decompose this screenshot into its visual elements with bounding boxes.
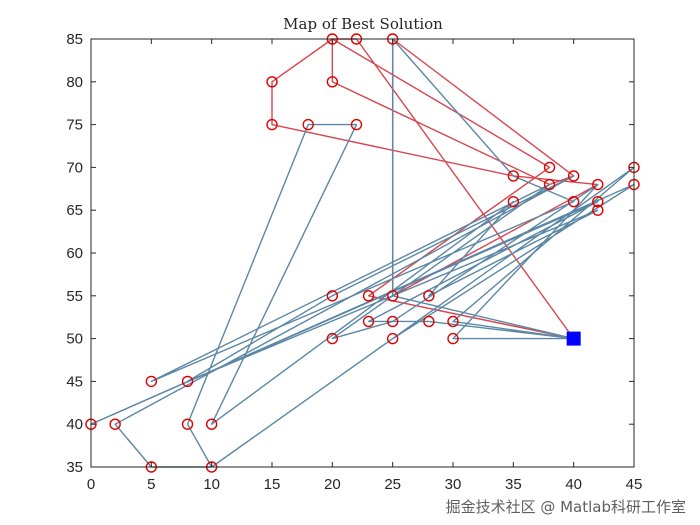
- x-axis: 0 5 10 15 20 25 30 35 40 45: [87, 39, 643, 493]
- customer-point: [386, 290, 399, 302]
- customer-point: [350, 118, 363, 131]
- customer-point: [386, 315, 399, 328]
- customer-point: [266, 76, 278, 88]
- customer-point: [423, 315, 435, 328]
- x-tick-label: 35: [505, 476, 522, 493]
- customer-point: [109, 418, 121, 430]
- y-tick-label: 65: [66, 202, 83, 219]
- markers-layer: [85, 33, 640, 473]
- customer-point: [362, 315, 375, 328]
- y-tick-label: 80: [66, 74, 83, 91]
- depot-point: [566, 331, 581, 346]
- customer-point: [507, 195, 520, 208]
- customer-point: [543, 161, 556, 174]
- x-tick-label: 20: [324, 476, 341, 493]
- customer-point: [567, 170, 580, 182]
- customer-point: [302, 118, 314, 131]
- route-line-1: [271, 38, 599, 340]
- customer-point: [447, 332, 459, 345]
- y-tick-label: 55: [66, 288, 83, 305]
- customer-point: [386, 332, 399, 345]
- chart-title: Map of Best Solution: [283, 15, 443, 33]
- customer-point: [266, 118, 278, 131]
- customer-point: [567, 195, 580, 208]
- x-tick-label: 40: [565, 476, 582, 493]
- customer-point: [447, 315, 459, 328]
- x-tick-label: 5: [147, 476, 155, 493]
- y-tick-label: 60: [66, 245, 83, 262]
- x-tick-label: 30: [445, 476, 462, 493]
- customer-point: [145, 375, 158, 388]
- x-tick-label: 25: [384, 476, 401, 493]
- y-tick-label: 75: [66, 117, 83, 134]
- customer-point: [423, 290, 435, 302]
- customer-point: [326, 76, 339, 88]
- x-tick-label: 0: [87, 476, 95, 493]
- customer-point: [181, 375, 194, 388]
- customer-point: [592, 178, 604, 191]
- customer-point: [205, 418, 218, 430]
- customer-point: [326, 290, 339, 302]
- customer-point: [362, 290, 375, 302]
- customer-point: [592, 204, 604, 216]
- y-tick-label: 40: [66, 416, 83, 433]
- y-tick-label: 70: [66, 159, 83, 176]
- customer-point: [181, 418, 194, 430]
- x-tick-label: 15: [264, 476, 281, 493]
- customer-point: [543, 178, 556, 191]
- customer-point: [326, 332, 339, 345]
- route-line-3: [150, 38, 599, 383]
- watermark-text: 掘金技术社区 @ Matlab科研工作室: [445, 498, 686, 516]
- customer-point: [507, 170, 520, 182]
- y-tick-label: 85: [66, 31, 83, 48]
- y-axis: 35 40 45 50 55 60 65 70 75 80 85: [66, 31, 634, 476]
- x-tick-label: 45: [626, 476, 643, 493]
- customer-point: [592, 195, 604, 208]
- x-tick-label: 10: [203, 476, 220, 493]
- route-line-2: [90, 123, 635, 468]
- routes-layer: [90, 38, 635, 468]
- y-tick-label: 45: [66, 373, 83, 390]
- y-tick-label: 50: [66, 331, 83, 348]
- y-tick-label: 35: [66, 459, 83, 476]
- plot-area-frame: [90, 38, 635, 468]
